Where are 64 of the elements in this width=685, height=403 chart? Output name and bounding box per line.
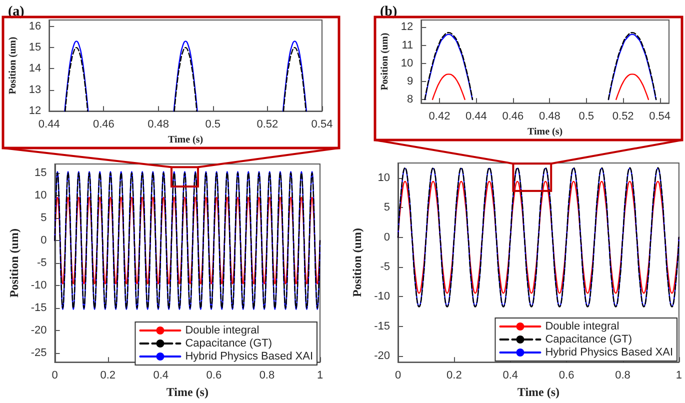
x-tick-label: 0 bbox=[52, 370, 58, 382]
y-tick-label: 12 bbox=[400, 21, 414, 34]
x-tick-label: 1 bbox=[676, 370, 682, 382]
y-tick-label: -20 bbox=[374, 350, 390, 362]
y-tick-label: 5 bbox=[384, 202, 390, 214]
x-tick-label: 0.52 bbox=[612, 110, 634, 123]
x-tick-label: 0.8 bbox=[259, 370, 275, 382]
legend-label: Hybrid Physics Based XAI bbox=[545, 346, 674, 358]
legend-label: Capacitance (GT) bbox=[545, 334, 632, 346]
x-tick-label: 0.2 bbox=[446, 370, 462, 382]
x-axis-title: Time (s) bbox=[168, 134, 204, 146]
y-tick-label: 10 bbox=[400, 57, 414, 70]
x-tick-label: 0.42 bbox=[428, 110, 450, 123]
y-tick-label: -10 bbox=[374, 290, 390, 303]
x-axis-title: Time (s) bbox=[528, 126, 563, 138]
x-tick-label: 0.5 bbox=[205, 118, 221, 131]
y-tick-label: 10 bbox=[378, 172, 390, 184]
x-tick-label: 0.44 bbox=[466, 110, 487, 123]
x-tick-label: 0.46 bbox=[502, 110, 524, 123]
legend-label: Double integral bbox=[185, 324, 260, 336]
x-tick-label: 0.4 bbox=[502, 370, 518, 382]
y-tick-label: 12 bbox=[28, 105, 42, 118]
y-tick-label: 10 bbox=[34, 190, 47, 202]
y-axis-title: Position (um) bbox=[8, 36, 18, 94]
y-tick-label: 11 bbox=[402, 39, 414, 52]
x-tick-label: 0.6 bbox=[558, 370, 574, 382]
y-axis-title: Position (um) bbox=[7, 228, 21, 298]
y-tick-label: 0 bbox=[384, 231, 390, 244]
x-tick-label: 0.5 bbox=[578, 110, 594, 123]
y-tick-label: 9 bbox=[407, 75, 414, 88]
x-tick-label: 0.2 bbox=[100, 370, 116, 382]
x-tick-label: 0.44 bbox=[38, 118, 60, 131]
y-axis-title: Position (um) bbox=[380, 32, 390, 90]
x-tick-label: 0.48 bbox=[148, 118, 169, 131]
x-tick-label: 0.54 bbox=[649, 110, 671, 123]
legend-label: Capacitance (GT) bbox=[185, 338, 272, 350]
x-tick-label: 0.52 bbox=[256, 118, 278, 131]
y-tick-label: -15 bbox=[30, 302, 47, 314]
y-tick-label: -10 bbox=[30, 280, 47, 292]
y-axis-title: Position (um) bbox=[350, 228, 364, 298]
y-tick-label: -20 bbox=[30, 324, 47, 337]
y-tick-label: 16 bbox=[28, 20, 42, 32]
x-tick-label: 0.48 bbox=[538, 110, 560, 123]
legend-label: Double integral bbox=[545, 320, 620, 332]
y-tick-label: 8 bbox=[407, 93, 414, 106]
x-tick-label: 1 bbox=[316, 370, 324, 382]
x-tick-label: 0.54 bbox=[311, 118, 333, 131]
x-tick-label: 0.4 bbox=[153, 370, 169, 382]
y-tick-label: -25 bbox=[30, 347, 47, 360]
x-axis-title: Time (s) bbox=[166, 385, 208, 399]
y-tick-label: 15 bbox=[28, 42, 42, 54]
x-tick-label: 0.8 bbox=[615, 370, 630, 382]
y-tick-label: 14 bbox=[28, 62, 42, 75]
y-tick-label: 15 bbox=[34, 167, 47, 180]
y-tick-label: 0 bbox=[40, 234, 47, 247]
x-axis-title: Time (s) bbox=[517, 385, 560, 399]
y-tick-label: -15 bbox=[374, 320, 390, 332]
y-tick-label: -5 bbox=[37, 257, 47, 270]
y-tick-label: 5 bbox=[40, 212, 47, 224]
legend-label: Hybrid Physics Based XAI bbox=[185, 350, 314, 362]
x-tick-label: 0.46 bbox=[92, 118, 114, 131]
x-tick-label: 0.6 bbox=[206, 370, 222, 382]
y-tick-label: -5 bbox=[380, 261, 390, 274]
y-tick-label: 13 bbox=[28, 84, 42, 96]
